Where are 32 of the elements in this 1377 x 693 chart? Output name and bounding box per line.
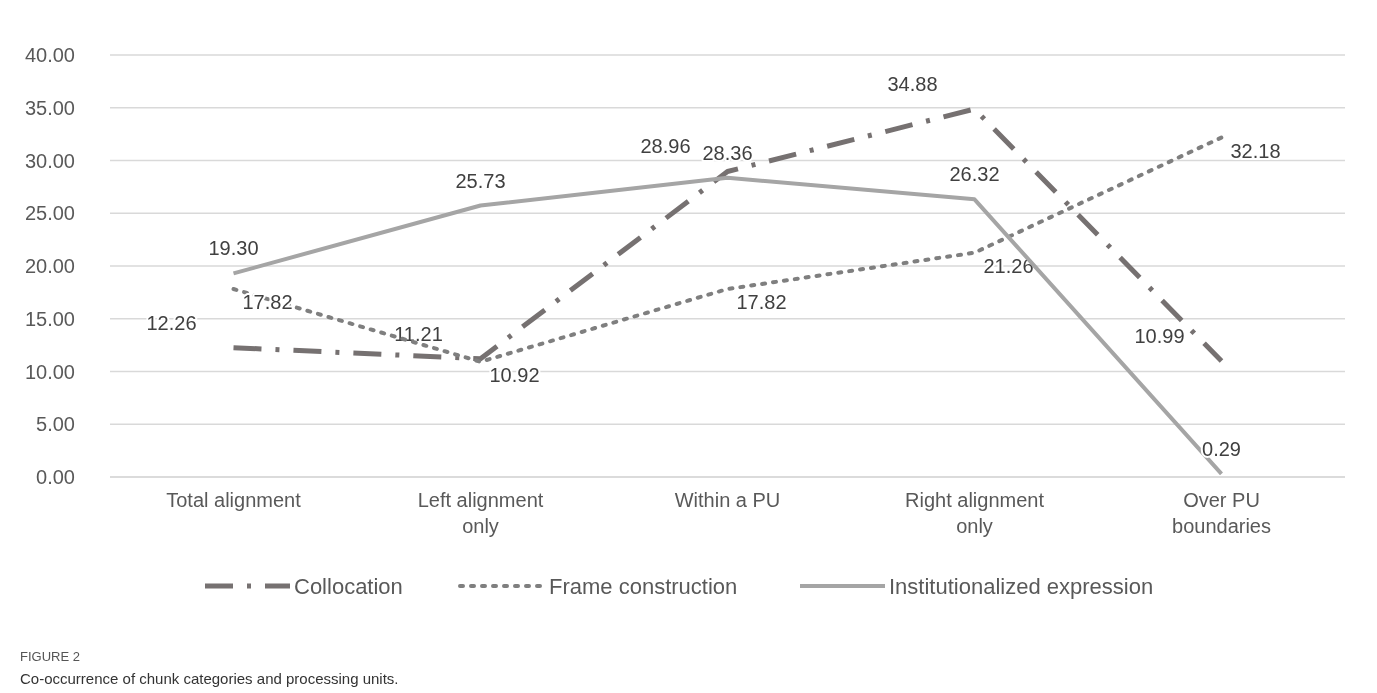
data-label: 25.73 bbox=[455, 169, 506, 192]
legend-label: Institutionalized expression bbox=[889, 573, 1154, 599]
data-label: 19.30 bbox=[208, 237, 259, 260]
data-label: 12.26 bbox=[146, 311, 197, 334]
data-label: 26.32 bbox=[949, 163, 1000, 186]
y-tick-label: 30.00 bbox=[24, 149, 75, 172]
y-tick-label: 10.00 bbox=[24, 360, 75, 383]
data-label: 28.36 bbox=[702, 141, 753, 164]
x-tick-label: Left alignment only bbox=[417, 489, 544, 537]
caption: FIGURE 2 bbox=[20, 649, 80, 664]
y-tick-label: 35.00 bbox=[24, 96, 75, 119]
data-label: 32.18 bbox=[1230, 139, 1281, 162]
data-label: 0.29 bbox=[1202, 437, 1241, 460]
x-tick-label: Within a PU bbox=[674, 489, 781, 511]
x-tick-label: Over PU boundaries bbox=[1172, 489, 1271, 537]
x-tick-label: Total alignment bbox=[166, 489, 302, 511]
y-tick-label: 20.00 bbox=[24, 255, 75, 277]
data-label: 10.99 bbox=[1134, 325, 1185, 348]
data-label: 10.92 bbox=[489, 363, 540, 386]
data-label: 28.96 bbox=[640, 135, 691, 158]
y-tick-label: 15.00 bbox=[24, 307, 75, 330]
y-tick-label: 40.00 bbox=[24, 44, 75, 66]
legend-label: Collocation bbox=[294, 573, 403, 599]
y-tick-label: 0.00 bbox=[36, 466, 75, 488]
text: Co-occurrence of chunk categories and processing units. bbox=[20, 670, 399, 687]
data-label: 17.82 bbox=[736, 291, 787, 313]
legend-label: Frame construction bbox=[549, 573, 738, 599]
y-tick-label: 5.00 bbox=[36, 413, 75, 436]
x-tick-label: Right alignment only bbox=[905, 489, 1045, 537]
data-label: 11.21 bbox=[394, 322, 443, 345]
y-tick-label: 25.00 bbox=[24, 202, 75, 225]
data-label: 34.88 bbox=[887, 73, 938, 96]
